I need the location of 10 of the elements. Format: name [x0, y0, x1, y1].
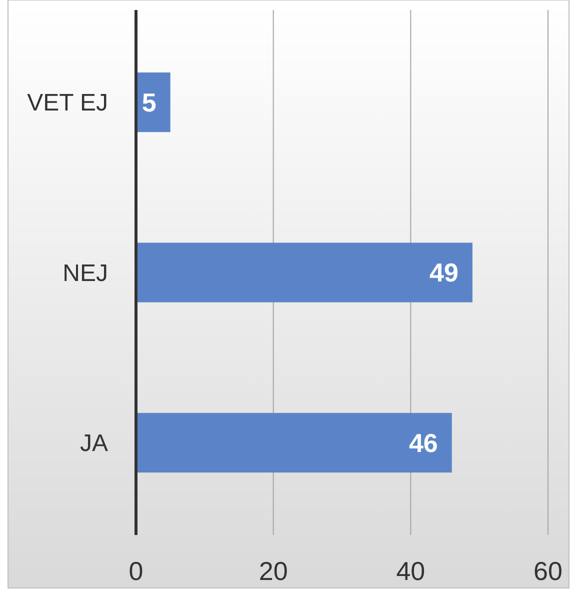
x-tick-label: 40 — [396, 556, 426, 586]
x-tick-label: 0 — [128, 556, 144, 586]
data-label: 46 — [408, 428, 438, 458]
y-tick-label: NEJ — [62, 260, 108, 287]
y-tick-label: JA — [80, 430, 108, 458]
x-tick-label: 60 — [534, 556, 562, 586]
data-label: 5 — [142, 87, 156, 118]
y-tick-label: VET EJ — [27, 90, 108, 117]
data-label: 49 — [430, 258, 458, 288]
x-tick-label: 20 — [258, 556, 288, 586]
